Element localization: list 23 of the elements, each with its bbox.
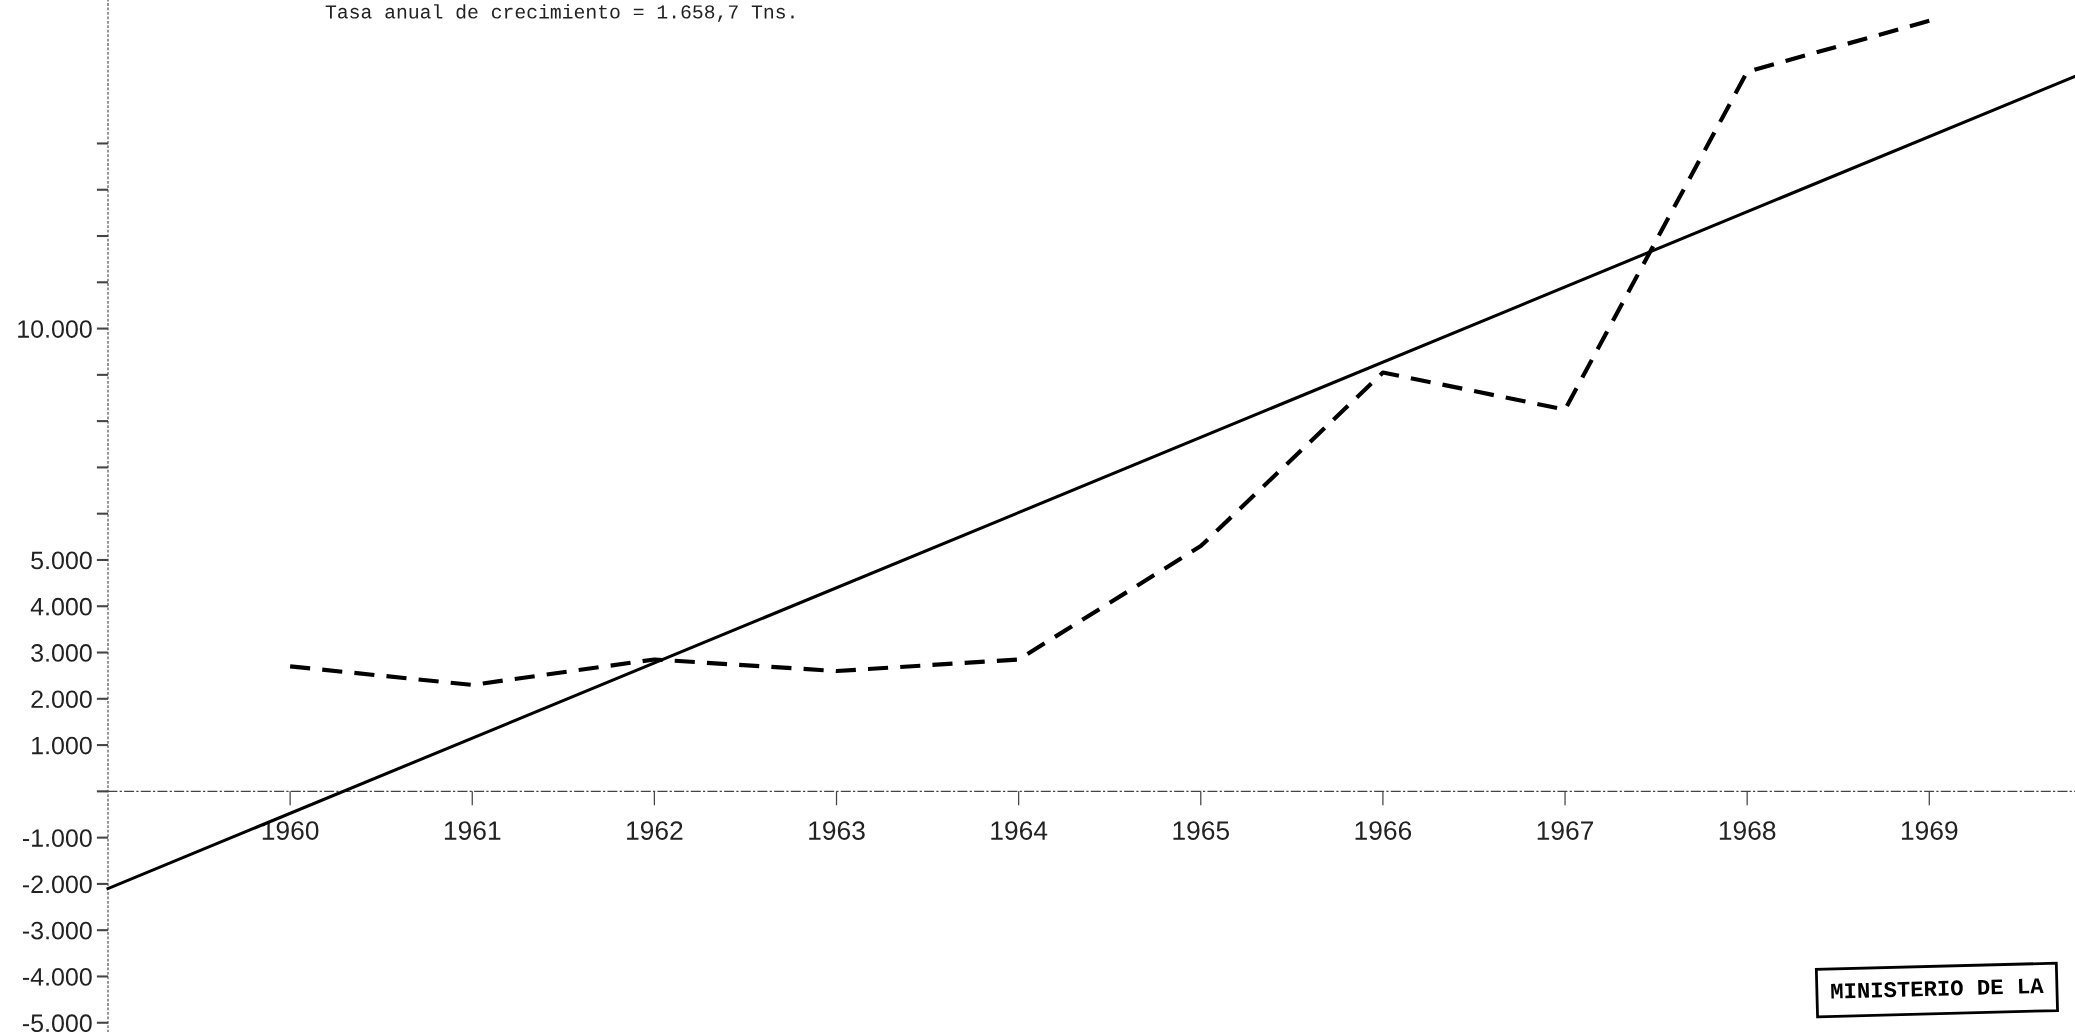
x-tick-label: 1963 [809,821,865,840]
annotation: MINISTERIO DE LA [1831,978,2044,999]
x-tick-label: 1960 [262,821,319,840]
x-tick-label: 1966 [1355,821,1412,840]
x-tick-label: 1961 [444,821,501,840]
chart-title: Tasa anual de crecimiento = 1.658,7 Tns. [325,4,794,22]
x-tick-label: 1962 [627,821,683,840]
x-tick-label: 1968 [1719,821,1776,840]
y-tick-label: -2.000 [22,875,92,894]
y-tick-label: -5.000 [22,1014,92,1032]
y-tick-label: 3.000 [31,644,92,662]
y-tick-label: -1.000 [22,829,92,847]
y-tick-label: 1.000 [32,736,92,755]
x-tick-label: 1965 [1173,821,1230,840]
x-tick-label: 1967 [1537,821,1594,840]
x-tick-label: 1964 [991,821,1048,840]
y-tick-label: 5.000 [31,551,92,570]
x-tick-label: 1969 [1901,821,1958,840]
y-tick-label: -3.000 [22,921,92,940]
y-tick-label: 2.000 [31,690,92,709]
y-tick-label: 4.000 [30,597,92,616]
y-tick-label: 10.000 [18,320,92,338]
y-tick-label: -4.000 [22,968,92,986]
